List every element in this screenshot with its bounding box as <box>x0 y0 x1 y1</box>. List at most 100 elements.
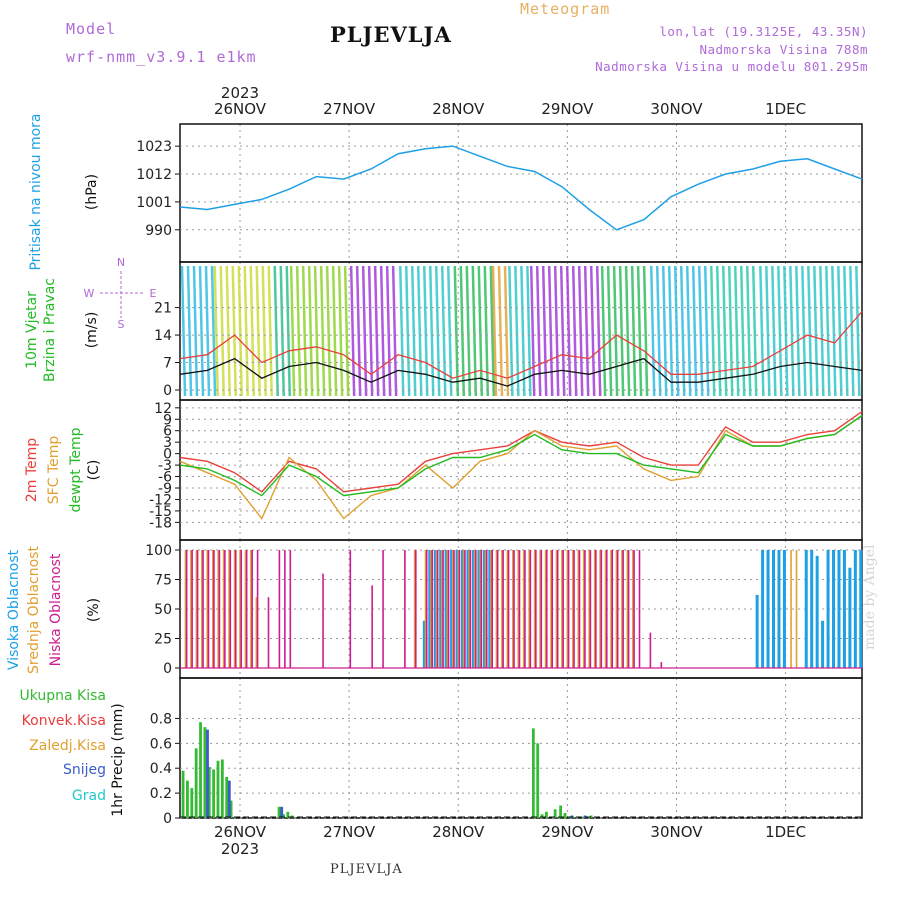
y-tick-label: 0.6 <box>150 736 172 752</box>
precip-bar <box>563 813 567 818</box>
precip-bar <box>203 727 207 818</box>
wind-barb <box>249 265 255 397</box>
watermark: made by Angel <box>862 544 878 651</box>
y-tick-label: 3 <box>163 435 172 451</box>
precip-bar <box>280 806 284 818</box>
x-tick-label-bottom: 28NOV <box>432 823 485 841</box>
wind-barb <box>237 265 243 397</box>
wind-barb <box>649 265 656 397</box>
precip-legend-item: Zaledj.Kisa <box>29 738 106 754</box>
temp-label-dewpt: dewpt Temp <box>68 427 84 512</box>
y-tick-label: 75 <box>154 573 172 589</box>
model-label: Model <box>66 20 117 38</box>
wind-barb <box>765 265 771 397</box>
y-tick-label: 12 <box>154 401 172 417</box>
y-tick-label: 6 <box>163 424 172 440</box>
y-tick-label: 0 <box>163 383 172 399</box>
wind-barb <box>410 265 417 397</box>
y-tick-label: -18 <box>149 515 172 531</box>
y-tick-label: 21 <box>154 301 172 317</box>
y-tick-label: 0.8 <box>150 711 172 727</box>
wind-barb <box>789 265 795 397</box>
wind-barb <box>446 265 453 397</box>
x-tick-label-top: 26NOV <box>214 100 267 118</box>
precip-bar <box>229 800 233 818</box>
precip-bar <box>181 770 185 818</box>
compass-s: S <box>118 318 125 331</box>
precip-bar <box>572 816 576 818</box>
wind-barb <box>198 265 205 397</box>
wind-barb <box>307 265 314 397</box>
wind-barb <box>541 265 548 397</box>
lonlat-label: lon,lat (19.3125E, 43.35N) <box>659 24 868 39</box>
wind-barb <box>385 265 392 397</box>
wind-barb <box>231 265 237 397</box>
precip-legend-item: Ukupna Kisa <box>19 688 106 704</box>
wind-barb <box>204 265 211 397</box>
wind-barb <box>819 265 825 397</box>
wind-barb <box>553 265 560 397</box>
wind-gust-line <box>179 311 863 379</box>
wind-barb <box>739 265 746 397</box>
y-tick-label: 50 <box>154 602 172 618</box>
wind-barb <box>661 265 668 397</box>
wind-barb <box>795 265 801 397</box>
wind-barb <box>777 265 783 397</box>
wind-barb <box>709 265 716 397</box>
wind-barb <box>219 265 225 397</box>
wind-barb <box>547 265 554 397</box>
precip-legend-item: Konvek.Kisa <box>22 713 106 729</box>
temp-line-1 <box>179 411 863 493</box>
year-label-bottom: 2023 <box>221 840 259 858</box>
wind-barb <box>565 265 572 397</box>
y-tick-label: 0 <box>163 447 172 463</box>
wind-barb <box>422 265 429 397</box>
y-tick-label: 14 <box>154 328 172 344</box>
wind-barb <box>771 265 777 397</box>
panel-frame-5 <box>179 677 863 819</box>
y-tick-label: -6 <box>158 470 172 486</box>
wind-barb <box>255 265 261 397</box>
precip-bar <box>207 766 211 818</box>
wind-barb <box>279 265 286 397</box>
temp-ylabel: (C) <box>86 460 102 481</box>
wind-barb <box>612 265 619 397</box>
wind-barb <box>679 265 686 397</box>
wind-barb <box>477 265 484 397</box>
cloud-label-high: Visoka Oblacnost <box>6 549 22 670</box>
wind-barb <box>571 265 578 397</box>
y-tick-label: 25 <box>154 632 172 648</box>
wind-barb <box>289 265 296 397</box>
wind-barb <box>440 265 447 397</box>
wind-barb <box>589 265 596 397</box>
wind-barb <box>618 265 625 397</box>
y-tick-label: 0 <box>163 811 172 827</box>
footer-station: PLJEVLJA <box>330 862 403 877</box>
precip-legend-item: Snijeg <box>63 762 106 778</box>
precip-bar <box>282 814 285 818</box>
wind-barb <box>520 265 526 397</box>
cloud-label-mid: Srednja Oblacnost <box>26 546 42 674</box>
wind-barb <box>783 265 789 397</box>
y-tick-label: -3 <box>158 458 172 474</box>
wind-barb <box>349 265 356 397</box>
wind-barb <box>243 265 249 397</box>
x-tick-label-bottom: 1DEC <box>765 823 806 841</box>
panel-frame-1 <box>179 123 863 263</box>
wind-barb <box>745 265 752 397</box>
precip-bar <box>559 805 563 818</box>
wind-barb <box>733 265 740 397</box>
wind-barb <box>331 265 338 397</box>
wind-barb <box>416 265 423 397</box>
wind-barb <box>319 265 326 397</box>
wind-barb <box>535 265 542 397</box>
wind-barb <box>727 265 734 397</box>
wind-barb <box>459 265 466 397</box>
wind-barb <box>559 265 566 397</box>
precip-bar <box>190 788 194 818</box>
precip-bar <box>545 811 548 818</box>
elevation-label: Nadmorska Visina 788m <box>699 42 868 57</box>
precip-bar <box>581 816 584 818</box>
wind-barb <box>373 265 380 397</box>
